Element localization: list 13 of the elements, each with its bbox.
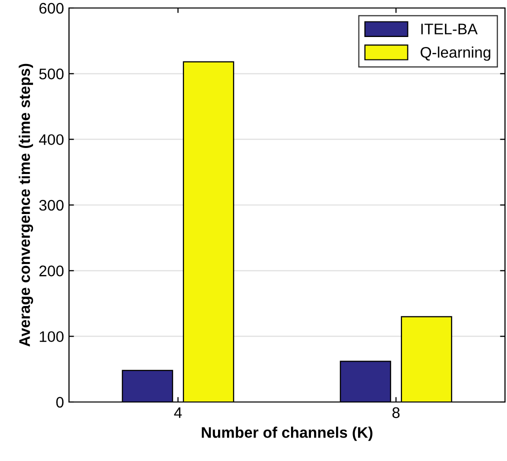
y-tick-label: 600 — [39, 2, 64, 14]
y-tick-label: 200 — [39, 266, 64, 276]
legend-label: ITEL-BA — [421, 24, 478, 34]
y-tick-label: 500 — [39, 68, 64, 80]
x-tick-label: 8 — [392, 407, 400, 418]
x-axis-title: Number of channels (K) — [202, 426, 372, 441]
y-tick-label: 400 — [39, 134, 64, 146]
y-tick-label: 0 — [56, 396, 64, 408]
y-tick-label: 100 — [40, 331, 64, 342]
y-tick-label: 300 — [39, 200, 64, 211]
legend-label: Q-learning — [420, 46, 490, 61]
y-axis-title: Average convergence time (time steps) — [18, 64, 34, 347]
x-tick-label: 4 — [174, 407, 182, 418]
